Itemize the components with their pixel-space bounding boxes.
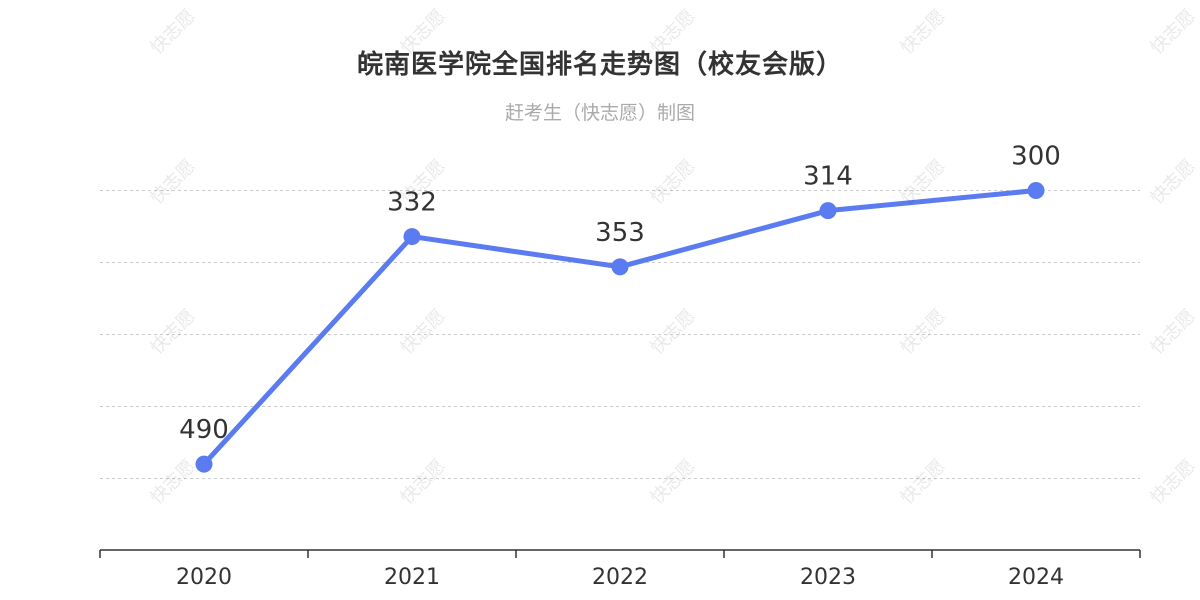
chart-subtitle: 赶考生（快志愿）制图 xyxy=(504,102,695,124)
x-tick-label: 2023 xyxy=(800,565,856,590)
data-label: 314 xyxy=(803,162,853,192)
data-label: 300 xyxy=(1011,142,1061,172)
x-tick-label: 2022 xyxy=(592,565,648,590)
data-point xyxy=(403,228,421,246)
data-point xyxy=(195,455,213,473)
x-tick-label: 2021 xyxy=(384,565,440,590)
chart-title: 皖南医学院全国排名走势图（校友会版） xyxy=(356,50,843,80)
data-label: 353 xyxy=(595,218,645,248)
data-point xyxy=(819,202,837,220)
data-point xyxy=(611,258,629,276)
grid-lines xyxy=(100,190,1140,479)
data-label: 490 xyxy=(179,415,229,445)
data-label: 332 xyxy=(387,188,437,218)
data-point xyxy=(1027,182,1045,199)
x-tick-label: 2020 xyxy=(176,565,232,590)
series-layer xyxy=(195,182,1045,473)
x-tick-label: 2024 xyxy=(1008,565,1064,590)
x-axis: 2020 2021 2022 2023 2024 xyxy=(99,549,1141,590)
data-labels: 490 332 353 314 300 xyxy=(179,142,1061,446)
